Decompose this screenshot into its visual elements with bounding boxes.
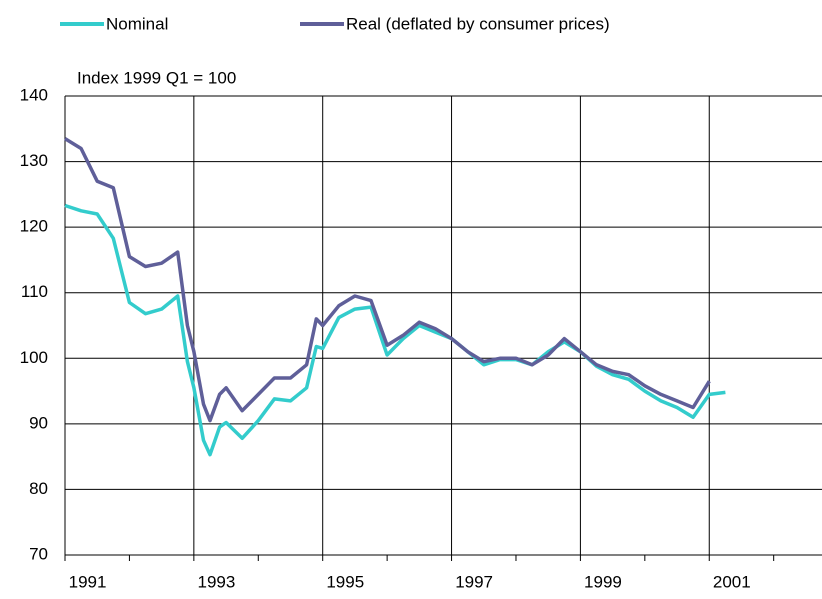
x-tick-label: 2001 <box>713 572 751 591</box>
y-tick-label: 120 <box>20 217 48 236</box>
y-tick-label: 70 <box>29 544 48 563</box>
y-tick-label: 100 <box>20 348 48 367</box>
annotation: Index 1999 Q1 = 100 <box>77 68 236 87</box>
y-tick-label: 80 <box>29 479 48 498</box>
legend-label: Nominal <box>106 14 168 33</box>
y-tick-label: 90 <box>29 413 48 432</box>
y-tick-label: 110 <box>21 282 48 301</box>
x-tick-label: 1995 <box>326 572 364 591</box>
x-tick-label: 1999 <box>584 572 622 591</box>
y-tick-label: 130 <box>20 151 48 170</box>
x-tick-label: 1997 <box>455 572 493 591</box>
data-line <box>64 137 711 423</box>
y-tick-label: 140 <box>20 85 48 104</box>
x-tick-label: 1991 <box>69 572 107 591</box>
data-line <box>64 203 726 457</box>
x-tick-label: 1993 <box>197 572 235 591</box>
legend-label: Real (deflated by consumer prices) <box>346 14 610 33</box>
